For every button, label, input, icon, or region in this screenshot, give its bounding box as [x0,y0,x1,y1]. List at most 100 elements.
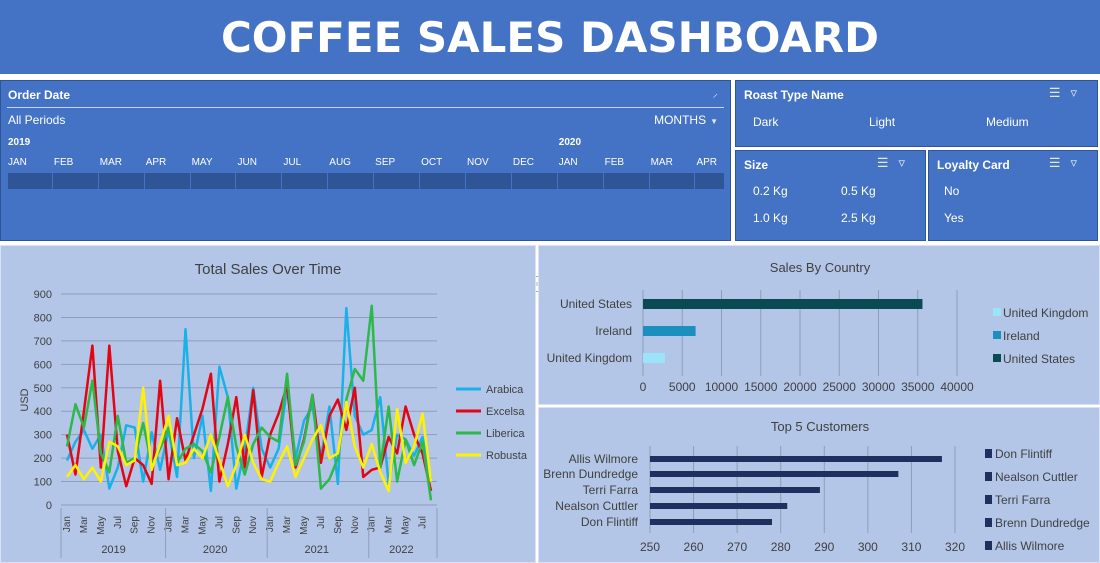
x-tick-label: 15000 [744,380,778,394]
x-tick-label: May [299,516,310,535]
x-tick-label: 290 [814,540,834,554]
sales-over-time-svg: Total Sales Over Time USD 0 100 200 300 400 500… [19,261,528,558]
series-line-liberica [65,304,433,501]
slicer-item-0-2kg[interactable]: 0.2 Kg [753,184,788,198]
filter-clear-icon[interactable]: ⸝ [712,88,719,100]
slicer-item-no[interactable]: No [944,184,960,198]
y-tick-label: 600 [34,359,52,371]
clear-filter-icon[interactable]: ▿ [1070,85,1087,100]
timeline-month-aug[interactable]: AUG [329,157,351,168]
top-customers-chart: Top 5 Customers 250 260 270 280 290 300 310 320 D… [538,407,1100,563]
slicer-item-2-5kg[interactable]: 2.5 Kg [841,211,876,225]
y-axis-label: USD [19,388,31,411]
slicer-item-dark[interactable]: Dark [753,115,779,129]
slicer-toolbar: ☰▿ [877,155,915,171]
slicer-item-0-5kg[interactable]: 0.5 Kg [841,184,876,198]
legend-swatch-allis-wilmore [985,541,992,550]
y-tick-label: 0 [46,500,52,512]
x-year-label: 2022 [389,544,413,556]
x-tick-label: May [96,516,107,535]
timeline-divider [7,107,724,108]
y-tick-label: 500 [34,383,52,395]
x-tick-label: May [401,516,412,535]
x-tick-label: Nov [350,516,361,534]
slicer-item-light[interactable]: Light [869,115,896,129]
y-tick-label: 900 [34,289,52,301]
timeline-month-feb[interactable]: FEB [53,157,74,168]
multi-select-icon[interactable]: ☰ [876,155,899,170]
bar-brenn-dundredge [650,471,899,477]
x-tick-label: 40000 [940,380,974,394]
x-tick-label: Nov [147,516,158,534]
x-tick-label: Jul [418,516,429,529]
slicer-item-medium[interactable]: Medium [986,115,1029,129]
timeline-month-jul[interactable]: JUL [283,157,302,168]
legend-swatch-united-kingdom [993,308,1001,316]
timeline-month-apr[interactable]: APR [696,157,718,168]
timeline-cell-divider [143,173,145,189]
slicer-item-yes[interactable]: Yes [944,211,964,225]
chart-title: Total Sales Over Time [195,261,342,278]
legend-label-don-flintiff: Don Flintiff [995,447,1053,461]
x-tick-label: Sep [130,516,141,534]
chart-title: Top 5 Customers [771,419,870,434]
timeline-level-dropdown[interactable]: MONTHS ▼ [654,113,718,127]
x-tick-label: Jan [164,516,175,532]
x-tick-label: Mar [79,515,90,533]
loyalty-slicer-title: Loyalty Card [937,158,1010,172]
sales-by-country-chart: Sales By Country 0 5000 10000 15000 20000 2500… [538,245,1100,405]
top-customers-svg: Top 5 Customers 250 260 270 280 290 300 310 320 D… [543,419,1090,554]
timeline-cell-divider [648,173,650,189]
bar-don-flintiff [650,519,772,525]
timeline-cell-divider [51,173,53,189]
slicer-item-1-0kg[interactable]: 1.0 Kg [753,211,788,225]
timeline-month-apr[interactable]: APR [145,157,167,168]
clear-filter-icon[interactable]: ▿ [898,155,915,170]
timeline-cell-divider [510,173,512,189]
y-tick-label: 300 [34,430,52,442]
y-tick-label: 700 [34,336,52,348]
legend-label-liberica: Liberica [486,428,525,440]
legend-swatch-united-states [993,354,1001,362]
series-line-robusta [65,386,433,493]
timeline-cell-divider [419,173,421,189]
bar-allis-wilmore [650,456,942,462]
timeline-month-nov[interactable]: NOV [466,157,489,168]
timeline-month-jun[interactable]: JUN [237,157,257,168]
order-date-timeline[interactable]: Order Date ⸝ All Periods MONTHS▼ ◀ ▶ JAN… [0,80,731,292]
timeline-month-mar[interactable]: MAR [99,157,123,168]
x-tick-label: Mar [181,515,192,533]
timeline-month-mar[interactable]: MAR [650,157,673,168]
multi-select-icon[interactable]: ☰ [1048,85,1071,100]
timeline-cell-divider [464,173,466,189]
timeline-cell-divider [189,173,191,189]
timeline-month-sep[interactable]: SEP [375,157,396,168]
loyalty-card-slicer[interactable]: Loyalty Card ☰▿ No Yes [928,150,1098,241]
legend-swatch-ireland [993,331,1001,339]
timeline-bar-track[interactable] [8,173,724,189]
bar-nealson-cuttler [650,503,788,509]
timeline-year-2020: 2020 [558,137,582,148]
clear-filter-icon[interactable]: ▿ [1070,155,1087,170]
timeline-header: Order Date [8,88,71,102]
legend-label-nealson-cuttler: Nealson Cuttler [995,470,1078,484]
bar-united-states [643,299,923,309]
timeline-cell-divider [235,173,237,189]
legend-label-terri-farra: Terri Farra [995,493,1051,507]
timeline-month-dec[interactable]: DEC [512,157,534,168]
timeline-month-may[interactable]: MAY [191,157,213,168]
timeline-month-oct[interactable]: OCT [421,157,443,168]
timeline-month-feb[interactable]: FEB [604,157,625,168]
x-tick-label: 0 [640,380,647,394]
timeline-month-jan[interactable]: JAN [558,157,578,168]
x-tick-label: Jan [367,516,378,532]
legend-swatch-don-flintiff [985,449,992,458]
x-tick-label: 270 [727,540,747,554]
chart-title: Sales By Country [770,260,871,275]
x-tick-label: 260 [684,540,704,554]
category-label-allis-wilmore: Allis Wilmore [569,452,639,466]
roast-type-slicer[interactable]: Roast Type Name ☰▿ Dark Light Medium [735,80,1098,147]
timeline-month-jan[interactable]: JAN [8,157,27,168]
multi-select-icon[interactable]: ☰ [1048,155,1071,170]
size-slicer[interactable]: Size ☰▿ 0.2 Kg 0.5 Kg 1.0 Kg 2.5 Kg [735,150,926,241]
